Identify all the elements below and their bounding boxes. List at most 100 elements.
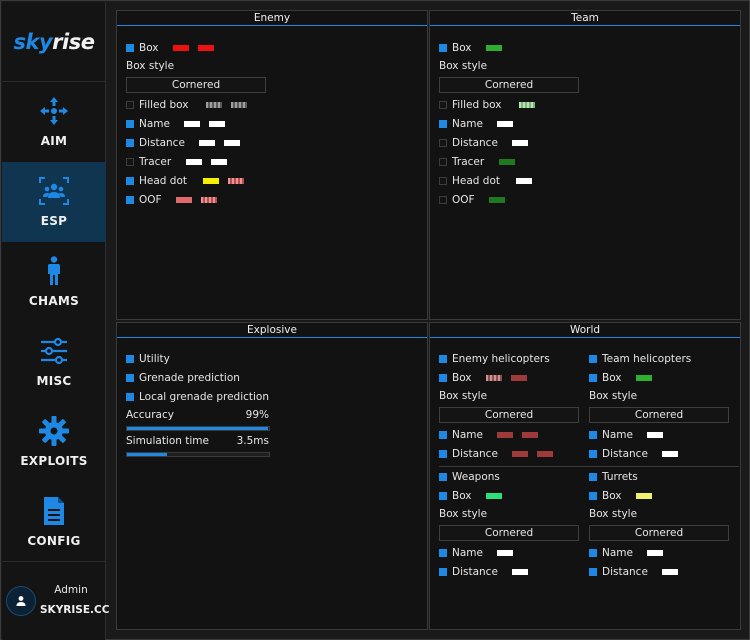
enemy-oof-toggle[interactable]: OOF xyxy=(126,193,162,207)
enemy-name-color-occluded[interactable] xyxy=(209,121,225,127)
weapons-distance-toggle[interactable]: Distance xyxy=(439,565,498,579)
local-grenade-prediction-toggle[interactable]: Local grenade prediction xyxy=(126,390,269,404)
enemy-head-dot-toggle[interactable]: Head dot xyxy=(126,174,187,188)
checkbox[interactable] xyxy=(439,568,447,576)
nav-item-config[interactable]: CONFIG xyxy=(2,482,106,562)
team-oof-toggle[interactable]: OOF xyxy=(439,193,475,207)
enemy-tracer-color-occluded[interactable] xyxy=(211,159,227,165)
weapons-toggle[interactable]: Weapons xyxy=(439,470,500,484)
team-name-toggle[interactable]: Name xyxy=(439,117,483,131)
enemy-head-dot-color-occluded[interactable] xyxy=(228,178,244,184)
enemy-filled-box-toggle[interactable]: Filled box xyxy=(126,98,188,112)
avatar[interactable] xyxy=(6,586,36,616)
weapons-name-toggle[interactable]: Name xyxy=(439,546,483,560)
checkbox[interactable] xyxy=(439,549,447,557)
checkbox[interactable] xyxy=(439,450,447,458)
weapons-name-color[interactable] xyxy=(497,550,513,556)
checkbox[interactable] xyxy=(589,450,597,458)
enemy-helicopters-distance-color-visible[interactable] xyxy=(512,451,528,457)
checkbox[interactable] xyxy=(126,44,134,52)
team-helicopters-name-toggle[interactable]: Name xyxy=(589,428,633,442)
team-distance-color[interactable] xyxy=(512,140,528,146)
turrets-distance-toggle[interactable]: Distance xyxy=(589,565,648,579)
enemy-oof-color-occluded[interactable] xyxy=(201,197,217,203)
checkbox[interactable] xyxy=(589,355,597,363)
turrets-box-color[interactable] xyxy=(636,493,652,499)
enemy-helicopters-name-color-occluded[interactable] xyxy=(522,432,538,438)
checkbox[interactable] xyxy=(126,196,134,204)
team-head-dot-color[interactable] xyxy=(516,178,532,184)
turrets-distance-color[interactable] xyxy=(662,569,678,575)
turrets-toggle[interactable]: Turrets xyxy=(589,470,638,484)
enemy-helicopters-box-color-occluded[interactable] xyxy=(511,375,527,381)
checkbox[interactable] xyxy=(439,492,447,500)
nav-item-misc[interactable]: MISC xyxy=(2,322,106,402)
enemy-helicopters-name-color-visible[interactable] xyxy=(497,432,513,438)
team-box-style-dropdown[interactable]: Cornered xyxy=(439,77,579,93)
checkbox[interactable] xyxy=(439,101,447,109)
checkbox[interactable] xyxy=(439,431,447,439)
enemy-name-toggle[interactable]: Name xyxy=(126,117,170,131)
turrets-name-color[interactable] xyxy=(647,550,663,556)
team-helicopters-name-color[interactable] xyxy=(647,432,663,438)
checkbox[interactable] xyxy=(126,101,134,109)
enemy-box-color-visible[interactable] xyxy=(173,45,189,51)
team-filled-box-color[interactable] xyxy=(519,102,535,108)
enemy-helicopters-box-toggle[interactable]: Box xyxy=(439,371,472,385)
checkbox[interactable] xyxy=(439,158,447,166)
nav-item-chams[interactable]: CHAMS xyxy=(2,242,106,322)
team-helicopters-box-style-dropdown[interactable]: Cornered xyxy=(589,407,729,423)
team-box-color[interactable] xyxy=(486,45,502,51)
checkbox[interactable] xyxy=(126,393,134,401)
checkbox[interactable] xyxy=(589,473,597,481)
enemy-box-color-occluded[interactable] xyxy=(198,45,214,51)
team-name-color[interactable] xyxy=(497,121,513,127)
checkbox[interactable] xyxy=(439,177,447,185)
checkbox[interactable] xyxy=(439,374,447,382)
turrets-box-toggle[interactable]: Box xyxy=(589,489,622,503)
team-oof-color[interactable] xyxy=(489,197,505,203)
checkbox[interactable] xyxy=(126,374,134,382)
turrets-name-toggle[interactable]: Name xyxy=(589,546,633,560)
enemy-distance-toggle[interactable]: Distance xyxy=(126,136,185,150)
team-helicopters-box-color[interactable] xyxy=(636,375,652,381)
enemy-tracer-toggle[interactable]: Tracer xyxy=(126,155,171,169)
utility-toggle[interactable]: Utility xyxy=(126,352,170,366)
enemy-name-color-visible[interactable] xyxy=(184,121,200,127)
nav-item-exploits[interactable]: EXPLOITS xyxy=(2,402,106,482)
team-box-toggle[interactable]: Box xyxy=(439,41,472,55)
checkbox[interactable] xyxy=(439,196,447,204)
enemy-helicopters-toggle[interactable]: Enemy helicopters xyxy=(439,352,550,366)
checkbox[interactable] xyxy=(126,177,134,185)
checkbox[interactable] xyxy=(126,120,134,128)
enemy-filled-box-color-occluded[interactable] xyxy=(231,102,247,108)
checkbox[interactable] xyxy=(589,374,597,382)
nav-item-aim[interactable]: AIM xyxy=(2,82,106,162)
grenade-prediction-toggle[interactable]: Grenade prediction xyxy=(126,371,240,385)
enemy-oof-color-visible[interactable] xyxy=(176,197,192,203)
enemy-helicopters-distance-toggle[interactable]: Distance xyxy=(439,447,498,461)
accuracy-slider[interactable] xyxy=(126,426,270,431)
enemy-head-dot-color-visible[interactable] xyxy=(203,178,219,184)
weapons-distance-color[interactable] xyxy=(512,569,528,575)
turrets-box-style-dropdown[interactable]: Cornered xyxy=(589,525,729,541)
team-helicopters-distance-color[interactable] xyxy=(662,451,678,457)
enemy-tracer-color-visible[interactable] xyxy=(186,159,202,165)
enemy-helicopters-distance-color-occluded[interactable] xyxy=(537,451,553,457)
checkbox[interactable] xyxy=(439,139,447,147)
checkbox[interactable] xyxy=(589,492,597,500)
weapons-box-style-dropdown[interactable]: Cornered xyxy=(439,525,579,541)
checkbox[interactable] xyxy=(439,473,447,481)
enemy-helicopters-name-toggle[interactable]: Name xyxy=(439,428,483,442)
team-helicopters-box-toggle[interactable]: Box xyxy=(589,371,622,385)
checkbox[interactable] xyxy=(589,431,597,439)
team-tracer-toggle[interactable]: Tracer xyxy=(439,155,484,169)
weapons-box-color[interactable] xyxy=(486,493,502,499)
enemy-distance-color-occluded[interactable] xyxy=(224,140,240,146)
enemy-box-toggle[interactable]: Box xyxy=(126,41,159,55)
enemy-helicopters-box-style-dropdown[interactable]: Cornered xyxy=(439,407,579,423)
weapons-box-toggle[interactable]: Box xyxy=(439,489,472,503)
team-head-dot-toggle[interactable]: Head dot xyxy=(439,174,500,188)
team-distance-toggle[interactable]: Distance xyxy=(439,136,498,150)
checkbox[interactable] xyxy=(126,355,134,363)
